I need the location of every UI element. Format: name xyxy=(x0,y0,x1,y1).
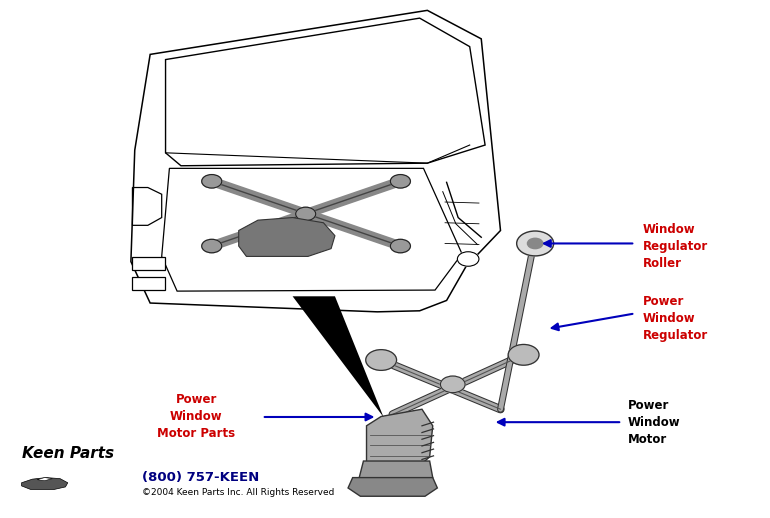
Circle shape xyxy=(296,207,316,221)
Polygon shape xyxy=(37,478,52,481)
Circle shape xyxy=(440,376,465,393)
Polygon shape xyxy=(239,218,335,256)
Text: Power
Window
Motor Parts: Power Window Motor Parts xyxy=(157,394,236,440)
Text: Keen Parts: Keen Parts xyxy=(22,447,114,462)
Polygon shape xyxy=(22,478,68,490)
Circle shape xyxy=(457,252,479,266)
FancyBboxPatch shape xyxy=(132,277,165,290)
Text: Power
Window
Motor: Power Window Motor xyxy=(628,399,680,445)
Text: Power
Window
Regulator: Power Window Regulator xyxy=(643,295,708,342)
FancyBboxPatch shape xyxy=(132,257,165,270)
Circle shape xyxy=(517,231,554,256)
Circle shape xyxy=(508,344,539,365)
Circle shape xyxy=(390,239,410,253)
Circle shape xyxy=(202,239,222,253)
Polygon shape xyxy=(348,478,437,496)
Polygon shape xyxy=(367,409,433,471)
Circle shape xyxy=(390,175,410,188)
Text: (800) 757-KEEN: (800) 757-KEEN xyxy=(142,471,259,484)
Circle shape xyxy=(366,350,397,370)
Polygon shape xyxy=(359,461,433,487)
Circle shape xyxy=(202,175,222,188)
Text: ©2004 Keen Parts Inc. All Rights Reserved: ©2004 Keen Parts Inc. All Rights Reserve… xyxy=(142,487,335,497)
Circle shape xyxy=(527,238,543,249)
Polygon shape xyxy=(293,296,383,417)
Text: Window
Regulator
Roller: Window Regulator Roller xyxy=(643,223,708,269)
